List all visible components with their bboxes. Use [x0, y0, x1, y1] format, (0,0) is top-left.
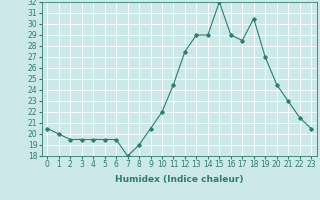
X-axis label: Humidex (Indice chaleur): Humidex (Indice chaleur) [115, 175, 244, 184]
